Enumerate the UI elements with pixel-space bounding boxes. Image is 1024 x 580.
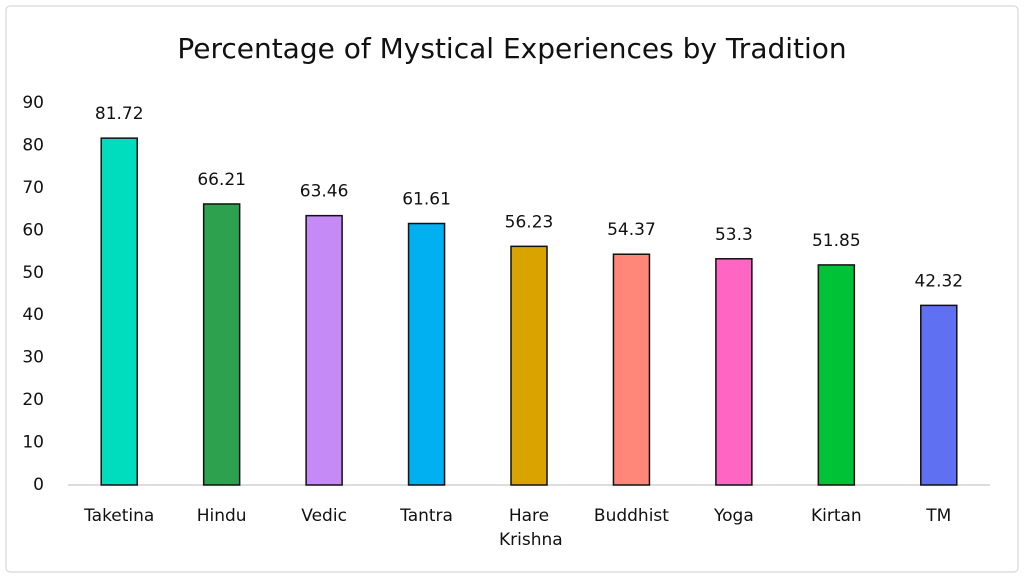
bar xyxy=(715,258,753,486)
x-tick-label: Kirtan xyxy=(810,506,862,526)
x-tick-label: Yoga xyxy=(714,506,754,526)
data-label: 61.61 xyxy=(402,189,451,209)
data-label: 63.46 xyxy=(300,182,349,202)
y-tick-label: 60 xyxy=(22,220,44,240)
data-label: 53.3 xyxy=(715,225,753,245)
chart-title: Percentage of Mystical Experiences by Tr… xyxy=(177,32,846,65)
bar xyxy=(407,222,446,486)
data-label: 56.23 xyxy=(505,212,554,232)
y-tick-label: 20 xyxy=(22,390,44,410)
data-label: 66.21 xyxy=(197,170,246,190)
x-tick-label: Hare Krishna xyxy=(499,506,563,550)
data-label: 54.37 xyxy=(607,220,656,240)
y-tick-label: 40 xyxy=(22,305,44,325)
bar xyxy=(510,245,548,486)
data-label: 81.72 xyxy=(95,104,144,124)
bar xyxy=(612,253,651,486)
bar xyxy=(100,137,138,486)
y-tick-label: 0 xyxy=(33,475,44,495)
y-tick-label: 70 xyxy=(22,178,44,198)
y-tick-label: 80 xyxy=(22,135,44,155)
bar xyxy=(305,214,343,486)
data-label: 42.32 xyxy=(914,271,963,291)
x-tick-label: Tantra xyxy=(400,506,453,526)
y-tick-label: 50 xyxy=(22,263,44,283)
x-tick-label: Taketina xyxy=(84,506,155,526)
x-tick-label: Hindu xyxy=(196,506,247,526)
x-tick-label: TM xyxy=(926,506,952,526)
x-tick-label: Vedic xyxy=(301,506,347,526)
data-label: 51.85 xyxy=(812,231,861,251)
y-tick-label: 90 xyxy=(22,93,44,113)
y-tick-label: 10 xyxy=(22,433,44,453)
bar xyxy=(202,203,241,486)
x-tick-label: Buddhist xyxy=(593,506,669,526)
bar xyxy=(817,264,856,486)
bar xyxy=(920,304,958,486)
y-tick-label: 30 xyxy=(22,348,44,368)
